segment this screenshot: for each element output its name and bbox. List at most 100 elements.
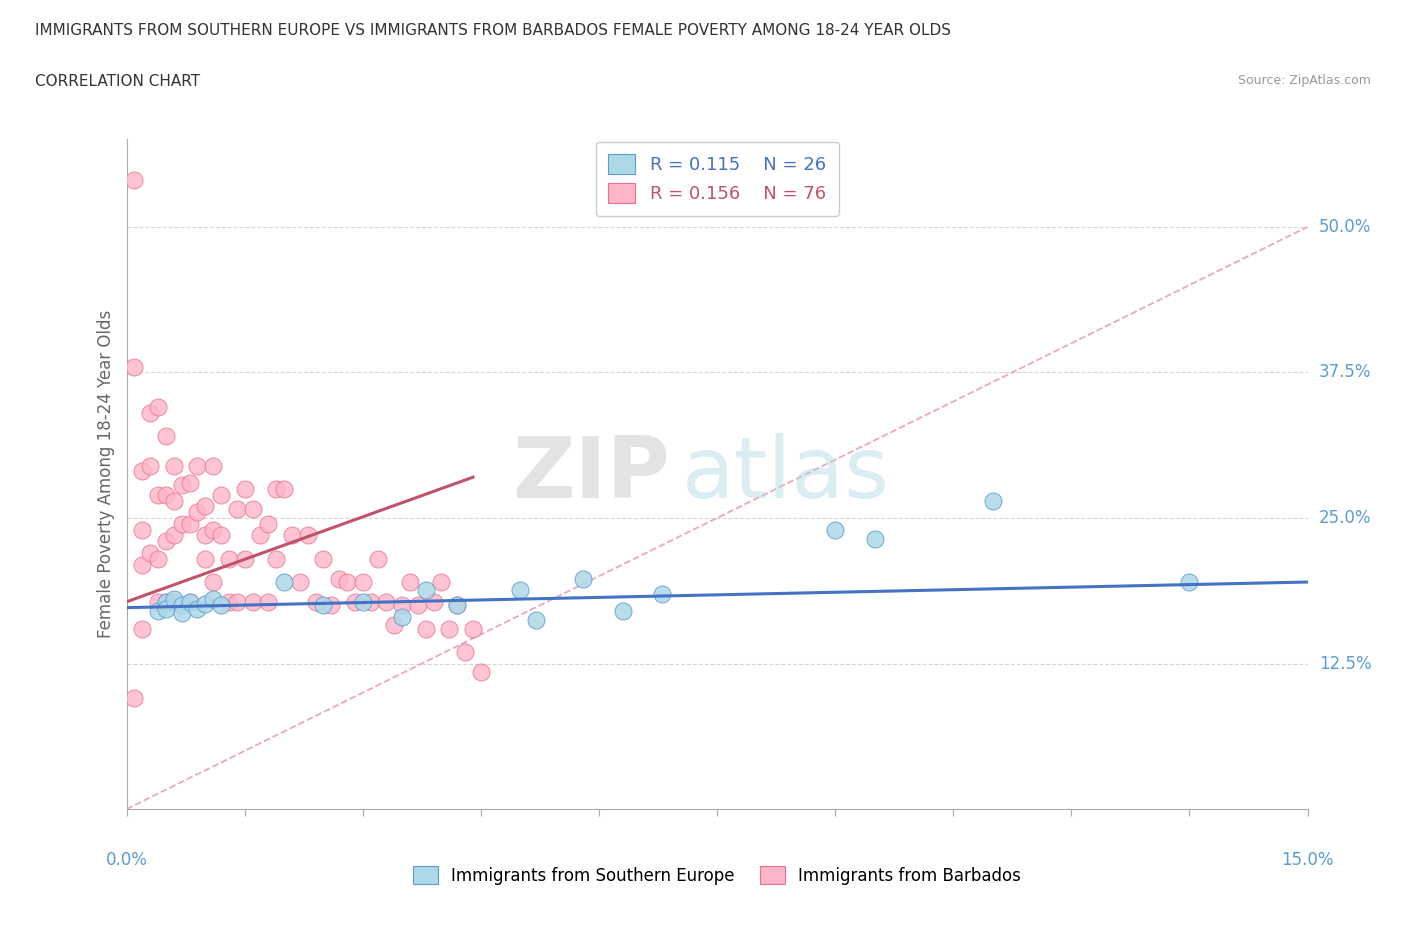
Point (981, 493, 1004, 508)
Point (461, 621, 484, 636)
Text: 37.5%: 37.5% (1319, 364, 1371, 381)
Point (352, 594, 374, 609)
Point (312, 551, 335, 566)
Point (406, 598, 429, 613)
Point (336, 575, 359, 590)
Point (194, 498, 217, 513)
Point (202, 592, 225, 607)
Point (218, 594, 240, 609)
Point (242, 594, 264, 609)
Point (572, 571, 595, 586)
Point (328, 571, 350, 586)
Point (863, 531, 886, 546)
Point (225, 594, 247, 609)
Point (124, 691, 146, 706)
Point (415, 583, 437, 598)
Point (131, 464, 153, 479)
Text: 15.0%: 15.0% (1281, 851, 1334, 869)
Point (155, 487, 177, 502)
Point (124, 359, 146, 374)
Point (131, 621, 153, 636)
Point (273, 575, 295, 590)
Point (146, 487, 169, 502)
Point (233, 482, 256, 497)
Point (273, 482, 295, 497)
Point (124, 173, 146, 188)
Point (155, 602, 177, 617)
Point (422, 594, 444, 609)
Point (430, 575, 453, 590)
Point (209, 487, 232, 502)
Point (186, 458, 208, 473)
Point (139, 458, 162, 473)
Point (391, 598, 413, 613)
Point (163, 493, 186, 508)
Point (375, 594, 398, 609)
Point (170, 516, 193, 531)
Text: CORRELATION CHART: CORRELATION CHART (35, 74, 200, 89)
Point (439, 621, 461, 636)
Point (360, 594, 382, 609)
Point (139, 546, 162, 561)
Point (202, 522, 225, 537)
Point (170, 606, 193, 621)
Point (524, 613, 547, 628)
Point (146, 604, 169, 618)
Point (146, 594, 169, 609)
Point (194, 528, 217, 543)
Point (146, 400, 169, 415)
Point (139, 405, 162, 420)
Point (194, 551, 217, 566)
Point (824, 522, 846, 537)
Point (264, 551, 287, 566)
Point (218, 551, 240, 566)
Point (382, 618, 405, 632)
Point (470, 664, 492, 679)
Point (146, 551, 169, 566)
Point (186, 602, 208, 617)
Point (163, 592, 186, 607)
Point (179, 475, 201, 490)
Point (297, 528, 319, 543)
Point (155, 594, 177, 609)
Text: atlas: atlas (682, 432, 890, 516)
Point (131, 522, 153, 537)
Legend: Immigrants from Southern Europe, Immigrants from Barbados: Immigrants from Southern Europe, Immigra… (404, 856, 1031, 895)
Point (202, 458, 225, 473)
Point (651, 586, 673, 601)
Point (179, 594, 201, 609)
Point (1178, 575, 1201, 590)
Text: ZIP: ZIP (512, 432, 669, 516)
Point (155, 594, 177, 609)
Text: 0.0%: 0.0% (105, 851, 148, 869)
Point (179, 594, 201, 609)
Point (257, 516, 280, 531)
Point (612, 604, 634, 618)
Point (155, 534, 177, 549)
Point (264, 482, 287, 497)
Point (367, 551, 389, 566)
Point (186, 505, 208, 520)
Point (209, 598, 232, 613)
Text: 25.0%: 25.0% (1319, 509, 1371, 527)
Y-axis label: Female Poverty Among 18-24 Year Olds: Female Poverty Among 18-24 Year Olds (97, 311, 115, 638)
Point (391, 609, 413, 624)
Text: 12.5%: 12.5% (1319, 655, 1371, 672)
Point (202, 575, 225, 590)
Point (209, 528, 232, 543)
Point (163, 594, 186, 609)
Point (249, 528, 271, 543)
Point (131, 557, 153, 572)
Point (312, 598, 335, 613)
Point (454, 644, 477, 659)
Point (170, 598, 193, 613)
Point (304, 594, 326, 609)
Point (170, 478, 193, 493)
Point (446, 598, 468, 613)
Point (509, 583, 531, 598)
Text: Source: ZipAtlas.com: Source: ZipAtlas.com (1237, 74, 1371, 87)
Point (163, 458, 186, 473)
Point (399, 575, 422, 590)
Point (343, 594, 366, 609)
Point (288, 575, 311, 590)
